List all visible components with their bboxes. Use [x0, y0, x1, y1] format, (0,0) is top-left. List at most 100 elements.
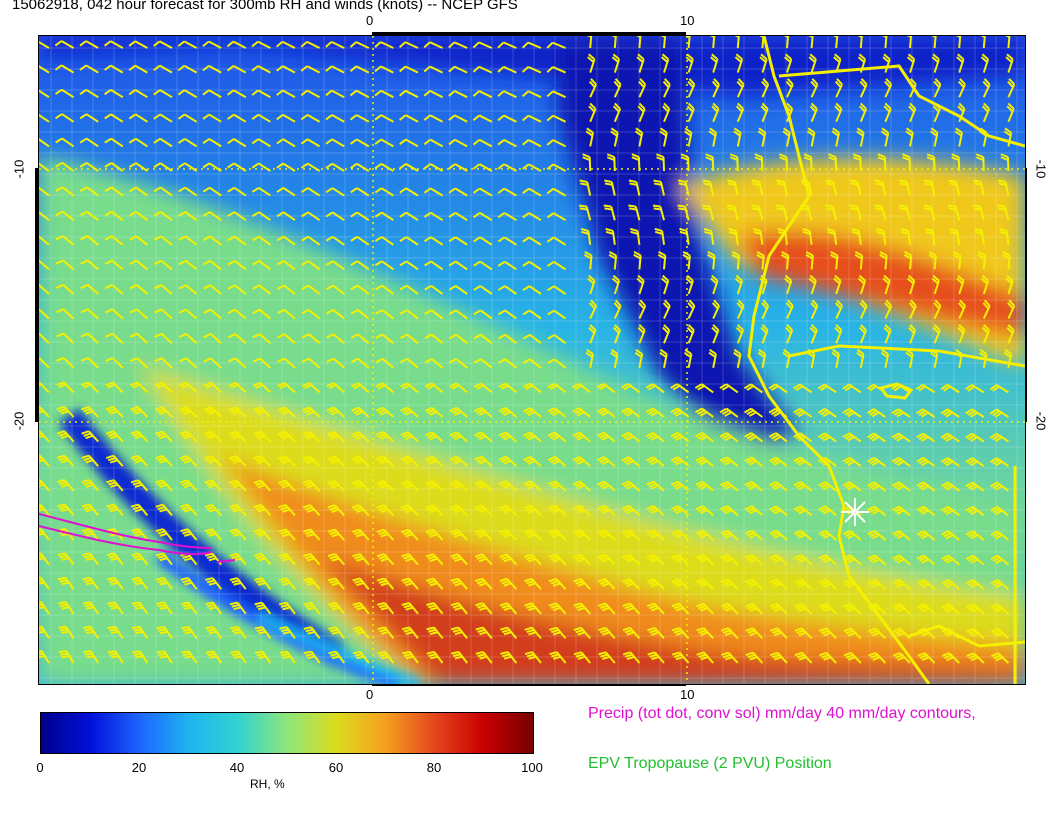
- wind-barb: [448, 138, 468, 148]
- colorbar-tick-80: 80: [426, 760, 442, 775]
- wind-barb: [474, 553, 493, 566]
- wind-barb: [39, 430, 50, 443]
- wind-barb: [104, 186, 124, 197]
- wind-barb: [719, 432, 739, 443]
- wind-barb: [524, 577, 542, 590]
- wind-barb: [831, 127, 841, 147]
- wind-barb: [131, 552, 149, 566]
- wind-barb: [401, 528, 419, 541]
- wind-barb: [817, 432, 837, 443]
- wind-barb: [662, 78, 671, 98]
- legend-precip: Precip (tot dot, conv sol) mm/day 40 mm/…: [588, 705, 976, 722]
- wind-barb: [776, 179, 788, 196]
- wind-barbs: [39, 36, 1016, 664]
- wind-barb: [39, 113, 50, 123]
- wind-barb: [105, 405, 124, 418]
- wind-barb: [548, 504, 567, 517]
- wind-barb: [598, 626, 616, 640]
- wind-barb: [106, 552, 124, 566]
- wind-barb: [82, 527, 99, 541]
- wind-barb: [375, 357, 395, 369]
- wind-barb: [524, 626, 542, 640]
- wind-barb: [769, 602, 788, 615]
- wind-barb: [104, 113, 124, 123]
- wind-barb: [254, 626, 272, 639]
- wind-barb: [734, 274, 744, 295]
- wind-barb: [253, 552, 272, 566]
- wind-barb: [547, 455, 567, 467]
- wind-barb: [761, 299, 770, 320]
- wind-barb: [573, 602, 591, 615]
- wind-barb: [867, 578, 887, 590]
- wind-barb: [990, 554, 1010, 566]
- wind-barb: [474, 504, 493, 517]
- wind-barb: [905, 127, 914, 147]
- wind-barb: [327, 479, 345, 492]
- wind-barb: [399, 260, 419, 271]
- wind-barb: [202, 113, 222, 123]
- wind-barb: [82, 576, 100, 590]
- wind-barb: [80, 259, 99, 271]
- wind-barb: [203, 259, 222, 271]
- wind-barb: [671, 553, 690, 566]
- wind-barb: [646, 480, 665, 492]
- wind-barb: [647, 626, 665, 640]
- wind-barb: [55, 308, 75, 320]
- wind-barb: [883, 324, 892, 344]
- wind-barb: [990, 652, 1010, 664]
- wind-barb: [744, 505, 764, 517]
- wind-barb: [710, 274, 719, 295]
- wind-barb: [376, 528, 395, 541]
- y-tick-right-20: -20: [1033, 411, 1049, 431]
- wind-barb: [448, 90, 468, 99]
- wind-barb: [928, 36, 937, 49]
- wind-barb: [497, 163, 517, 172]
- wind-barb: [656, 153, 665, 172]
- wind-barb: [547, 309, 567, 320]
- wind-barb: [680, 153, 690, 172]
- wind-barb: [957, 102, 966, 123]
- wind-barb: [572, 456, 591, 467]
- wind-barb: [277, 382, 296, 394]
- wind-barb: [879, 36, 888, 49]
- wind-barb: [55, 137, 75, 148]
- wind-barb: [874, 179, 887, 196]
- wind-barb: [179, 430, 198, 443]
- wind-barb: [79, 137, 99, 148]
- wind-barb: [472, 65, 493, 74]
- wind-barb: [203, 406, 222, 418]
- wind-barb: [523, 407, 542, 418]
- wind-barb: [498, 431, 518, 443]
- wind-barb: [155, 454, 173, 467]
- wind-barb: [374, 162, 394, 172]
- wind-barb: [842, 383, 862, 394]
- wind-barb: [818, 554, 837, 566]
- wind-barb: [424, 333, 444, 344]
- wind-barb: [301, 357, 321, 369]
- wind-barb: [805, 36, 814, 49]
- wind-barb: [498, 480, 518, 492]
- wind-barb: [809, 324, 818, 344]
- wind-barb: [129, 332, 149, 344]
- wind-barb: [610, 348, 619, 368]
- wind-barb: [400, 431, 419, 443]
- wind-barb: [903, 36, 913, 49]
- wind-barb: [880, 348, 890, 368]
- wind-barb: [685, 274, 694, 295]
- wind-barb: [57, 479, 75, 492]
- wind-barb: [254, 601, 272, 615]
- wind-barb: [39, 186, 50, 197]
- wind-barb: [923, 204, 936, 221]
- wind-barb: [670, 456, 690, 467]
- wind-barb: [180, 601, 198, 615]
- wind-barb: [227, 186, 247, 197]
- wind-barb: [376, 577, 395, 590]
- wind-barb: [300, 65, 321, 74]
- wind-barb: [842, 481, 862, 492]
- wind-barb: [1005, 274, 1014, 295]
- wind-barb: [156, 576, 173, 590]
- wind-barb: [546, 212, 567, 222]
- wind-barb: [744, 554, 764, 566]
- wind-barb: [710, 53, 719, 73]
- wind-barb: [728, 227, 739, 245]
